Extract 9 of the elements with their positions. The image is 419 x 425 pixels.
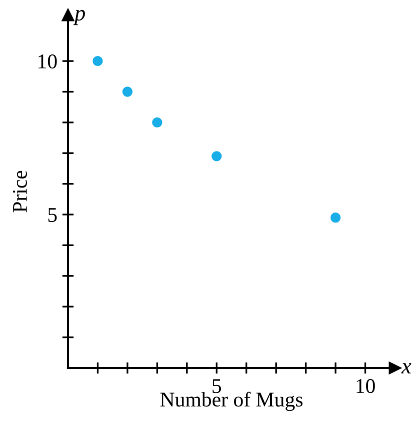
- y-axis-title: Price: [12, 170, 27, 212]
- point: [152, 117, 162, 128]
- point: [92, 56, 103, 66]
- annotation: p: [73, 10, 85, 26]
- point: [212, 151, 222, 162]
- text: x: [401, 363, 412, 374]
- point: [330, 212, 341, 223]
- x-axis-title: Number of Mugs: [160, 392, 302, 411]
- point: [122, 86, 133, 97]
